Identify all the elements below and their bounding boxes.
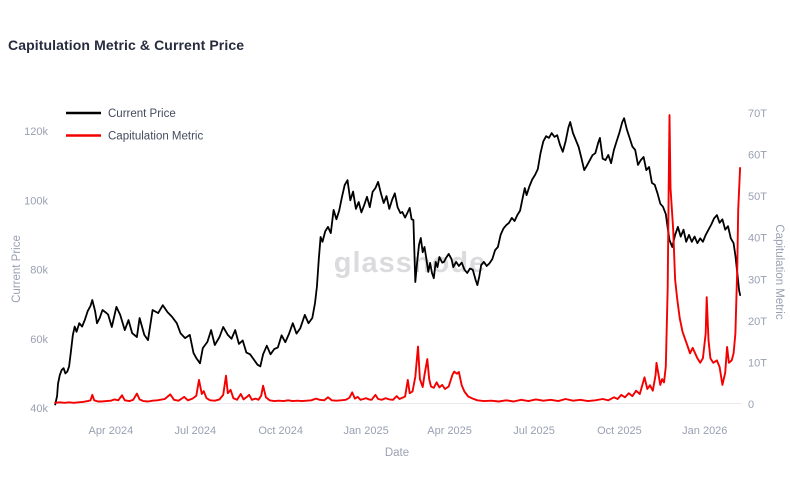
y-left-tick-labels: 40k 60k 80k 100k 120k [24, 126, 48, 415]
x-tick-labels: Apr 2024 Jul 2024 Oct 2024 Jan 2025 Apr 2025… [89, 425, 728, 437]
x-tick-label: Oct 2025 [597, 425, 642, 437]
x-axis-title: Date [385, 447, 409, 459]
x-tick-label: Jul 2024 [175, 425, 217, 437]
x-tick-label: Jul 2025 [513, 425, 555, 437]
x-tick-label: Jan 2026 [682, 425, 727, 437]
y-left-tick-label: 60k [30, 334, 48, 346]
legend-item-capitulation-metric[interactable]: Capitulation Metric [66, 131, 203, 143]
y-right-tick-label: 0 [748, 399, 754, 411]
y-right-tick-label: 10T [748, 357, 767, 369]
y-right-tick-label: 70T [748, 108, 767, 120]
x-tick-label: Apr 2025 [427, 425, 472, 437]
y-left-tick-label: 100k [24, 195, 48, 207]
x-tick-label: Apr 2024 [89, 425, 134, 437]
y-right-tick-label: 30T [748, 274, 767, 286]
glassnode-watermark: glassnode [334, 247, 486, 279]
capitulation-metric-line [54, 114, 742, 404]
x-tick-label: Jan 2025 [343, 425, 388, 437]
y-left-tick-label: 80k [30, 265, 48, 277]
chart-title: Capitulation Metric & Current Price [8, 37, 245, 53]
y-right-tick-label: 20T [748, 316, 767, 328]
y-right-tick-label: 60T [748, 150, 767, 162]
y-left-tick-label: 120k [24, 126, 48, 138]
current-price-line [54, 117, 741, 406]
y-right-tick-label: 40T [748, 233, 767, 245]
legend-label-capitulation-metric: Capitulation Metric [108, 131, 203, 143]
y-right-tick-label: 50T [748, 191, 767, 203]
legend: Current Price Capitulation Metric [66, 108, 203, 143]
y-right-axis-title: Capitulation Metric [773, 224, 785, 319]
x-tick-label: Oct 2024 [258, 425, 303, 437]
y-left-tick-label: 40k [30, 403, 48, 415]
y-left-axis-title: Current Price [11, 235, 23, 303]
legend-item-current-price[interactable]: Current Price [66, 108, 176, 120]
legend-label-current-price: Current Price [108, 108, 176, 120]
y-right-tick-labels: 0 10T 20T 30T 40T 50T 60T 70T [748, 108, 767, 411]
